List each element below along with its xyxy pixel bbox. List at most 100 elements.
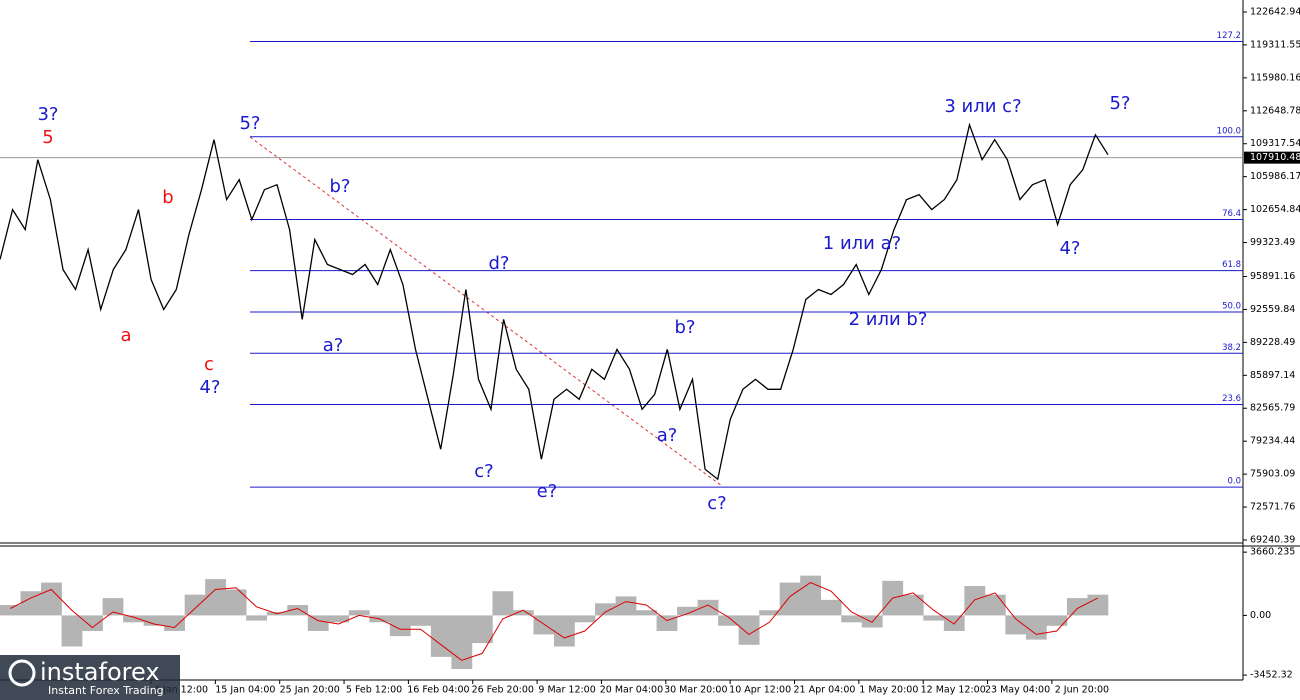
histogram-bar [738,615,760,645]
histogram-bar [636,610,657,616]
histogram-bar [164,615,185,631]
wave-label: b [162,187,173,208]
histogram-bar [389,615,411,637]
x-tick-label: 1 May 20:00 [859,685,918,696]
fib-label: 23.6 [1222,394,1241,404]
histogram-bar [923,615,945,621]
x-tick-label: 4 Jan 12:00 [154,685,208,696]
histogram-bar [964,586,986,616]
y-tick-label: 75903.09 [1250,469,1295,480]
histogram-bar [1066,598,1088,616]
histogram-bar [102,598,124,616]
histogram-bar [307,615,329,631]
wave-label: 5? [239,113,260,134]
logo-icon [8,659,36,687]
histogram-bar [61,615,83,647]
y-tick-label: 115980.16 [1250,72,1300,83]
price-line [0,122,1109,481]
histogram-bar [143,615,165,626]
x-tick-label: 21 Apr 04:00 [794,685,856,696]
wave-label: a [120,325,131,346]
histogram-bar [246,615,268,621]
y-tick-label: 95891.16 [1250,271,1295,282]
x-tick-label: 9 Mar 12:00 [538,685,595,696]
x-tick-label: 25 Jan 20:00 [280,685,340,696]
y-tick-label: 85897.14 [1250,370,1295,381]
histogram-bar [574,615,596,623]
histogram-bar [1046,615,1068,626]
x-tick-label: 5 Feb 12:00 [346,685,402,696]
wave-label: d? [489,253,510,274]
histogram-bar [205,579,227,616]
histogram-bar [82,615,103,631]
fib-label: 100.0 [1217,126,1241,136]
histogram-bar [800,575,822,616]
wave-label: a? [657,425,678,446]
y-tick-label: 119311.55 [1250,39,1300,50]
y-tick-label: 105986.17 [1250,171,1300,182]
wave-label: 4? [1059,238,1080,259]
histogram-bar [1005,615,1027,635]
last-price-label: 107910.48 [1250,152,1300,163]
histogram-bar [554,615,575,647]
histogram-bar [759,610,781,616]
histogram-bar [328,615,350,623]
x-tick-label: 15 Jan 04:00 [215,685,275,696]
x-tick-label: 20 Mar 04:00 [600,685,663,696]
histogram-bar [677,606,698,616]
histogram-bar [451,615,473,669]
histogram-bar [984,594,1006,616]
y-tick-label: 72571.76 [1250,502,1295,513]
histogram-bar [841,615,863,623]
wave-label: 1 или a? [823,233,901,254]
x-tick-label: 26 Feb 20:00 [472,685,534,696]
fib-label: 0.0 [1227,477,1241,487]
fib-label: 50.0 [1222,301,1241,311]
y-tick-label: 92559.84 [1250,304,1295,315]
histogram-bar [718,615,739,626]
trend-line [249,136,723,487]
histogram-bar [492,591,514,616]
wave-label: e? [537,481,558,502]
y-tick-label: 69240.39 [1250,535,1295,546]
x-tick-label: 23 May 04:00 [985,685,1050,696]
histogram-bar [0,605,21,616]
histogram-bar [820,599,842,616]
signal-line [10,582,1098,661]
wave-label: c? [707,493,726,514]
histogram-bar [615,596,637,616]
histogram-bar [1025,615,1047,640]
histogram-bar [225,589,247,616]
y-tick-label: 82565.79 [1250,403,1295,414]
y-tick-label: -3452.32 [1250,670,1293,681]
wave-label: 3? [37,104,58,125]
wave-label: c? [474,461,493,482]
y-tick-label: 102654.84 [1250,204,1300,215]
histogram-bar [20,591,42,616]
histogram-bar [779,582,801,616]
histogram-bar [184,594,206,616]
y-tick-label: 112648.78 [1250,105,1300,116]
wave-label: b? [330,176,351,197]
histogram-bar [430,615,452,657]
y-tick-label: 89228.49 [1250,337,1295,348]
x-tick-label: 12 May 12:00 [921,685,986,696]
last-price-box [1244,151,1300,164]
histogram-bar [410,615,432,626]
histogram-bar [471,615,493,644]
x-tick-label: 16 Feb 04:00 [407,685,469,696]
histogram-bar [287,605,309,616]
histogram-bar [512,610,534,616]
fib-label: 76.4 [1222,209,1241,219]
wave-label: c [204,354,214,375]
wave-label: 5 [42,127,53,148]
x-tick-label: 30 Mar 20:00 [664,685,727,696]
y-tick-label: 0.00 [1250,610,1271,621]
wave-label: b? [675,317,696,338]
wave-label: 2 или b? [849,309,928,330]
logo: instaforex Instant Forex Trading [0,655,180,700]
histogram-bar [902,594,924,616]
wave-label: 5? [1109,93,1130,114]
fib-label: 61.8 [1222,260,1241,270]
